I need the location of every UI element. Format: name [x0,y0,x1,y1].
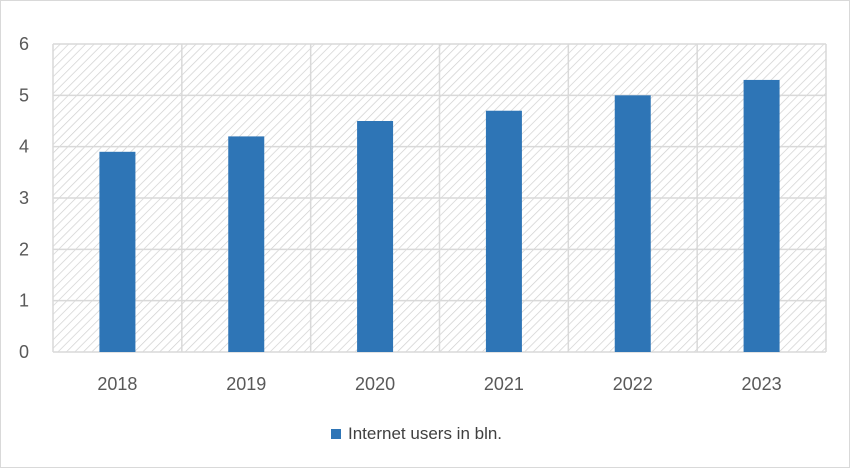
y-tick-label: 3 [19,188,29,208]
bar-2018 [99,151,136,352]
y-tick-label: 5 [19,85,29,105]
y-tick-label: 4 [19,137,29,157]
legend-swatch [331,429,341,439]
bar-2020 [357,121,394,352]
x-tick-label: 2018 [97,374,137,394]
y-tick-label: 0 [19,342,29,362]
x-tick-label: 2020 [355,374,395,394]
bar-2021 [485,110,522,352]
bar-2022 [614,95,651,352]
legend-label: Internet users in bln. [348,424,502,443]
x-tick-label: 2021 [484,374,524,394]
x-tick-label: 2023 [742,374,782,394]
legend: Internet users in bln. [331,424,502,443]
bar-2019 [228,136,265,352]
x-tick-label: 2019 [226,374,266,394]
gridlines [52,43,827,353]
bars [99,79,780,352]
y-tick-label: 6 [19,34,29,54]
y-tick-label: 2 [19,239,29,259]
y-tick-label: 1 [19,291,29,311]
x-axis: 2018 2019 2020 2021 2022 2023 [97,374,781,394]
x-tick-label: 2022 [613,374,653,394]
bar-2023 [743,79,780,352]
y-axis: 0 1 2 3 4 5 6 [19,34,29,362]
